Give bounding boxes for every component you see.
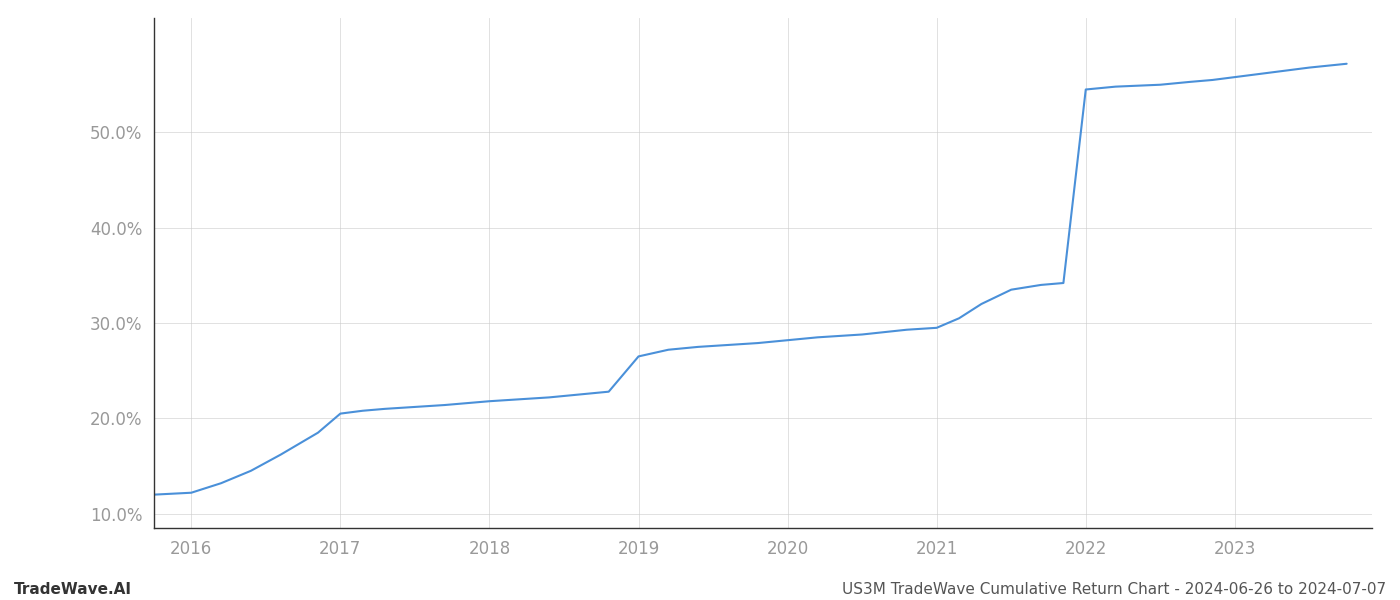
Text: TradeWave.AI: TradeWave.AI [14,582,132,597]
Text: US3M TradeWave Cumulative Return Chart - 2024-06-26 to 2024-07-07: US3M TradeWave Cumulative Return Chart -… [841,582,1386,597]
